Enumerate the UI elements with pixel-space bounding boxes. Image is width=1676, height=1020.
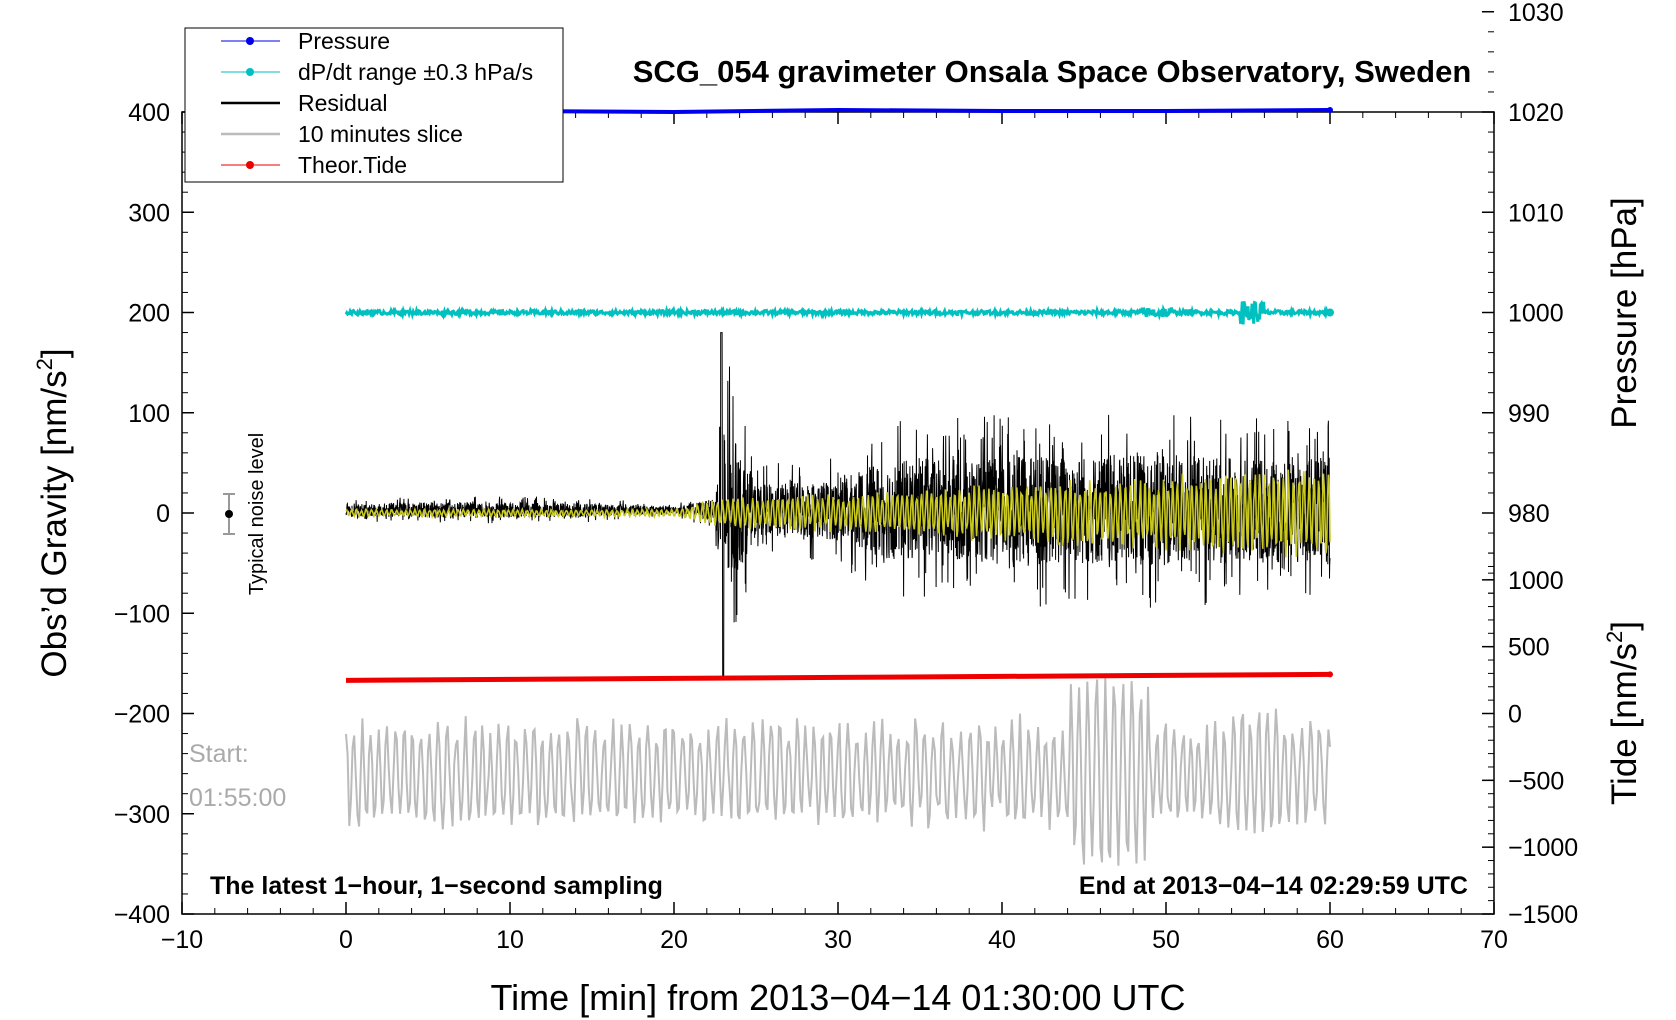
- tide-tick-label: −1000: [1508, 834, 1578, 862]
- legend-marker: [246, 68, 254, 76]
- tide-tick-label: 1000: [1508, 567, 1564, 595]
- y-axis-label-tide-sup: 2: [1602, 631, 1627, 643]
- axis-ticks: −10 0 10 20 30 40 50 60 70−400−300−200−100010020…: [114, 0, 1579, 954]
- y-tick-label: −200: [114, 701, 170, 729]
- y-tick-label: −400: [114, 901, 170, 929]
- pressure-tick-label: 1030: [1508, 0, 1564, 27]
- legend-marker: [246, 161, 254, 169]
- y-tick-label: 0: [156, 500, 170, 528]
- pressure-tick-label: 990: [1508, 400, 1550, 428]
- bottom-left-note: The latest 1−hour, 1−second sampling: [210, 872, 663, 900]
- y-axis-label-left-main: Obs’d Gravity [nm/s: [35, 370, 74, 677]
- legend-label: Residual: [298, 90, 388, 116]
- x-tick-label: 10: [496, 926, 524, 954]
- pressure-tick-label: 1020: [1508, 99, 1564, 127]
- x-axis-label: Time [min] from 2013−04−14 01:30:00 UTC: [490, 977, 1185, 1018]
- pressure-tick-label: 980: [1508, 500, 1550, 528]
- y-tick-label: −100: [114, 600, 170, 628]
- tide-tick-label: −1500: [1508, 901, 1578, 929]
- series-residual-line: [345, 332, 1331, 679]
- legend-label: 10 minutes slice: [298, 121, 463, 147]
- x-tick-label: 50: [1152, 926, 1180, 954]
- legend-label: dP/dt range ±0.3 hPa/s: [298, 59, 533, 85]
- tide-tick-label: 0: [1508, 701, 1522, 729]
- x-tick-label: 0: [339, 926, 353, 954]
- bottom-right-note: End at 2013−04−14 02:29:59 UTC: [1079, 872, 1468, 900]
- x-tick-label: 40: [988, 926, 1016, 954]
- y-axis-label-left-sup: 2: [32, 358, 57, 370]
- series-dpdt-line: [344, 299, 1331, 325]
- legend-marker: [246, 37, 254, 45]
- x-tick-label: −10: [161, 926, 203, 954]
- series-residual-smoothed-line: [345, 469, 1331, 558]
- y-axis-label-tide: Tide [nm/s2]: [1602, 621, 1644, 805]
- x-tick-label: 30: [824, 926, 852, 954]
- noise-level-marker: Typical noise level: [223, 433, 268, 595]
- pressure-tick-label: 1010: [1508, 199, 1564, 227]
- legend-label: Theor.Tide: [298, 152, 407, 178]
- y-axis-label-tide-end: ]: [1605, 621, 1644, 631]
- legend: Pressure dP/dt range ±0.3 hPa/s Residual 10…: [184, 27, 564, 183]
- legend-label: Pressure: [298, 28, 390, 54]
- noise-label: Typical noise level: [246, 433, 268, 595]
- y-tick-label: −300: [114, 801, 170, 829]
- chart-title: SCG_054 gravimeter Onsala Space Observat…: [633, 54, 1472, 89]
- y-tick-label: 200: [128, 300, 170, 328]
- series-layer: [344, 106, 1334, 866]
- tide-tick-label: 500: [1508, 634, 1550, 662]
- y-tick-label: 300: [128, 199, 170, 227]
- series-10min-slice-line: [345, 677, 1331, 866]
- x-tick-label: 20: [660, 926, 688, 954]
- pressure-tick-label: 1000: [1508, 300, 1564, 328]
- x-tick-label: 60: [1316, 926, 1344, 954]
- x-tick-label: 70: [1480, 926, 1508, 954]
- y-tick-label: 400: [128, 99, 170, 127]
- legend-box: [184, 27, 564, 183]
- start-time: 01:55:00: [189, 784, 286, 812]
- start-label: Start:: [189, 740, 249, 768]
- series-tide-end-marker: [1327, 671, 1333, 678]
- noise-point: [225, 510, 233, 518]
- y-axis-label-left-end: ]: [35, 348, 74, 358]
- y-tick-label: 100: [128, 400, 170, 428]
- y-axis-label-pressure: Pressure [hPa]: [1605, 197, 1644, 429]
- series-tide-line: [345, 671, 1331, 683]
- y-axis-label-tide-main: Tide [nm/s: [1605, 643, 1644, 805]
- tide-tick-label: −500: [1508, 767, 1564, 795]
- series-pressure-end-marker: [1327, 106, 1333, 113]
- series-dpdt-end-marker: [1326, 308, 1334, 317]
- y-axis-label-left: Obs’d Gravity [nm/s2]: [32, 348, 74, 677]
